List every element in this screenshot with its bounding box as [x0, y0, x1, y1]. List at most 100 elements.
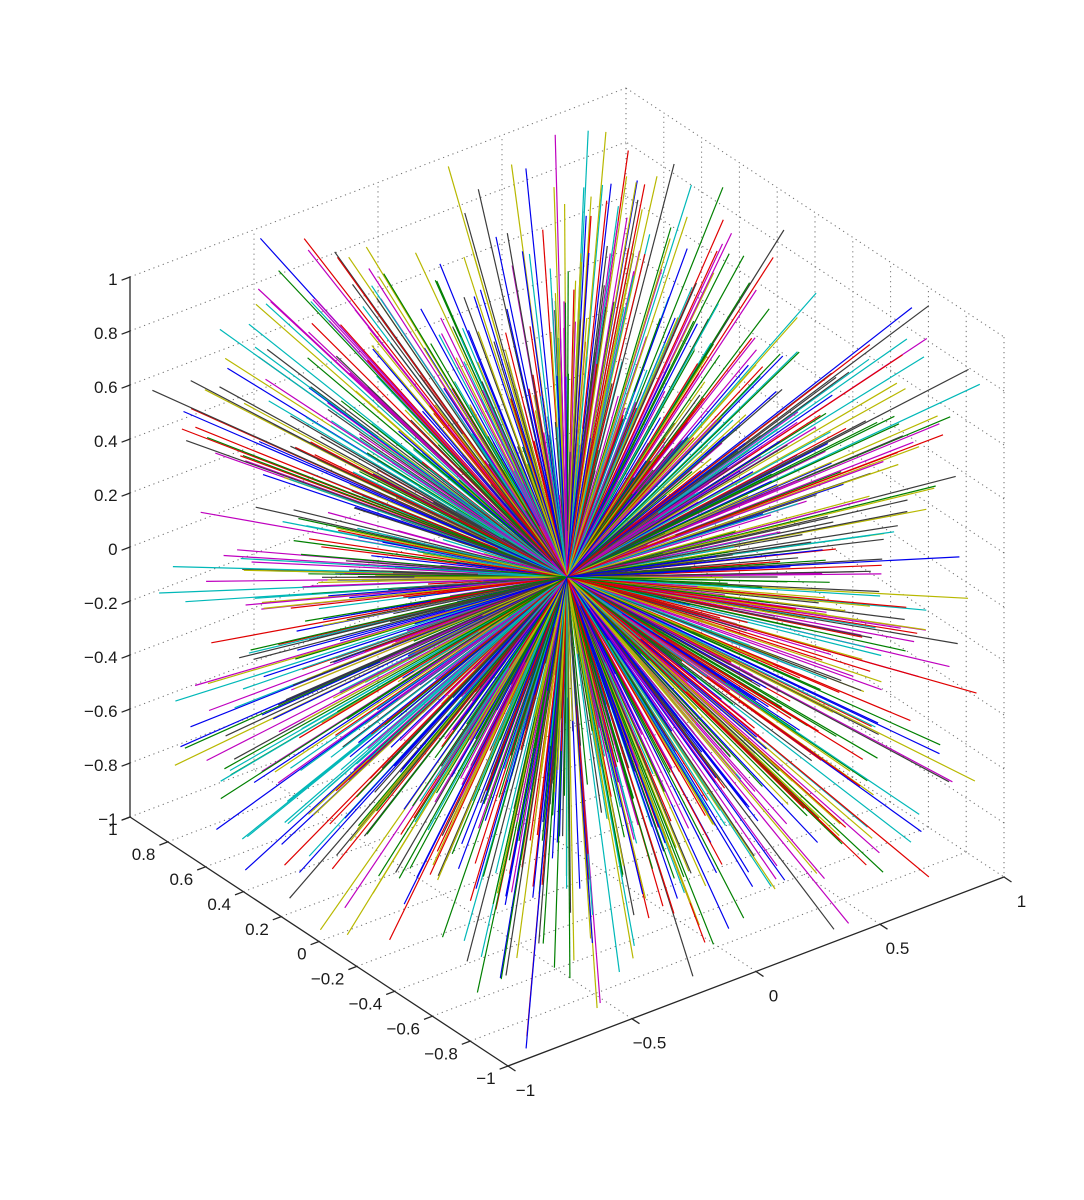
grid-line	[129, 141, 627, 332]
data-line	[566, 363, 671, 578]
data-line	[294, 576, 568, 690]
data-line	[346, 576, 568, 621]
y-tick-label: 0.8	[132, 845, 156, 864]
data-line	[566, 576, 625, 866]
data-line	[566, 491, 638, 578]
x-tick-mark	[1003, 876, 1012, 883]
data-line	[461, 576, 568, 845]
data-line	[372, 348, 568, 578]
data-line	[566, 238, 671, 578]
data-line	[368, 268, 568, 578]
data-line	[528, 253, 568, 578]
data-line	[566, 576, 819, 732]
data-line	[505, 576, 568, 976]
data-line	[310, 441, 568, 578]
x-tick-label: −1	[516, 1081, 535, 1100]
data-line	[566, 444, 788, 578]
data-line	[219, 328, 568, 578]
grid-line	[253, 769, 633, 1020]
grid-line	[470, 851, 967, 1042]
data-line	[549, 576, 568, 746]
data-line	[440, 317, 568, 578]
z-tick-label: 0	[108, 540, 117, 559]
data-line	[566, 576, 821, 691]
data-line	[403, 576, 568, 598]
y-tick-mark	[121, 816, 131, 821]
y-tick-mark	[310, 940, 320, 946]
data-line	[566, 515, 828, 578]
data-line	[566, 431, 831, 578]
data-line	[566, 576, 918, 634]
grid-line	[432, 826, 929, 1017]
data-line	[285, 576, 568, 701]
data-line	[566, 576, 725, 629]
grid-line	[377, 722, 757, 972]
grid-line	[394, 801, 891, 992]
data-line	[412, 576, 568, 807]
data-line	[566, 503, 798, 578]
data-line	[410, 419, 568, 578]
data-line	[566, 576, 906, 652]
data-line	[539, 396, 568, 578]
data-line	[566, 576, 818, 874]
data-line	[185, 440, 568, 578]
data-line	[566, 576, 647, 899]
data-line	[566, 538, 884, 578]
data-line	[290, 415, 568, 578]
data-line	[566, 576, 582, 746]
z-tick-label: 0.2	[94, 486, 118, 505]
data-line	[308, 538, 568, 578]
data-line	[566, 576, 627, 746]
data-line	[516, 576, 568, 823]
data-line	[220, 576, 568, 800]
y-tick-mark	[423, 1015, 433, 1021]
data-line	[432, 576, 568, 866]
y-tick-mark	[348, 965, 358, 971]
z-tick-label: −0.4	[84, 648, 118, 667]
data-line	[566, 423, 900, 578]
data-line	[481, 389, 568, 578]
data-line	[566, 483, 709, 578]
data-line	[479, 289, 568, 578]
data-line	[300, 553, 568, 578]
data-line	[309, 576, 568, 641]
data-line	[546, 576, 568, 691]
data-line	[397, 576, 568, 699]
data-line	[566, 576, 879, 724]
z-tick-mark	[121, 600, 131, 605]
data-line	[566, 576, 614, 613]
data-line	[566, 576, 755, 729]
data-line	[274, 576, 568, 773]
grid-line	[129, 249, 627, 440]
data-line	[566, 253, 646, 578]
data-line	[566, 576, 930, 878]
y-tick-mark	[461, 1040, 471, 1045]
x-tick-label: 0	[769, 987, 778, 1006]
data-line	[566, 395, 619, 578]
data-line	[566, 317, 798, 578]
box-edge-dotted	[625, 87, 1005, 338]
data-line	[506, 232, 568, 578]
x-tick-mark	[507, 1065, 516, 1072]
grid-line	[625, 465, 1005, 716]
data-line	[242, 454, 568, 578]
data-line	[229, 576, 568, 772]
data-line	[366, 359, 568, 578]
data-line	[566, 576, 881, 597]
z-tick-label: −1	[98, 810, 117, 829]
data-line	[477, 331, 568, 578]
data-line	[388, 576, 568, 591]
data-line	[566, 351, 800, 578]
z-tick-label: −0.8	[84, 756, 118, 775]
data-line	[566, 456, 762, 578]
data-line	[566, 250, 718, 578]
data-line	[446, 576, 568, 717]
data-line	[284, 576, 568, 823]
data-line	[408, 576, 568, 660]
data-line	[357, 576, 568, 827]
data-lines-group	[152, 130, 981, 1049]
x-tick-mark	[755, 970, 764, 978]
data-line	[566, 576, 819, 843]
